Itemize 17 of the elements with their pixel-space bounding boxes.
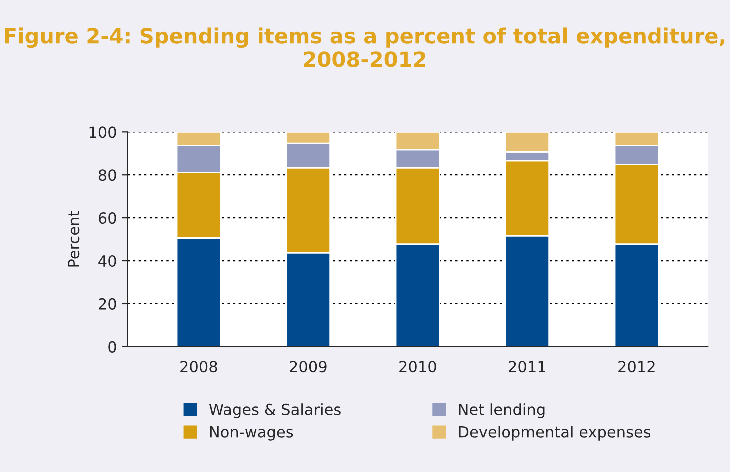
x-tick-label: 2012	[618, 361, 655, 373]
x-tick-label: 2008	[180, 361, 218, 373]
x-tick-label: 2009	[290, 361, 327, 373]
legend-label: Net lending	[459, 404, 545, 418]
y-tick-label: 60	[98, 212, 116, 224]
legend-label: Wages & Salaries	[209, 404, 341, 418]
y-tick-label: 100	[90, 126, 116, 138]
x-tick-label: 2010	[400, 361, 436, 373]
legend-label: Developmental expenses	[459, 426, 651, 441]
y-axis-title: Percent	[68, 211, 80, 267]
y-tick-label: 0	[108, 341, 116, 353]
x-tick-label: 2011	[509, 361, 546, 373]
y-tick-label: 40	[98, 255, 116, 268]
legend-label: Non-wages	[210, 426, 294, 441]
chart-title: Figure 2-4: Spending items as a percent of total expenditure, 2008-2012	[5, 28, 725, 68]
y-tick-label: 20	[99, 298, 116, 310]
y-tick-label: 80	[98, 170, 116, 182]
